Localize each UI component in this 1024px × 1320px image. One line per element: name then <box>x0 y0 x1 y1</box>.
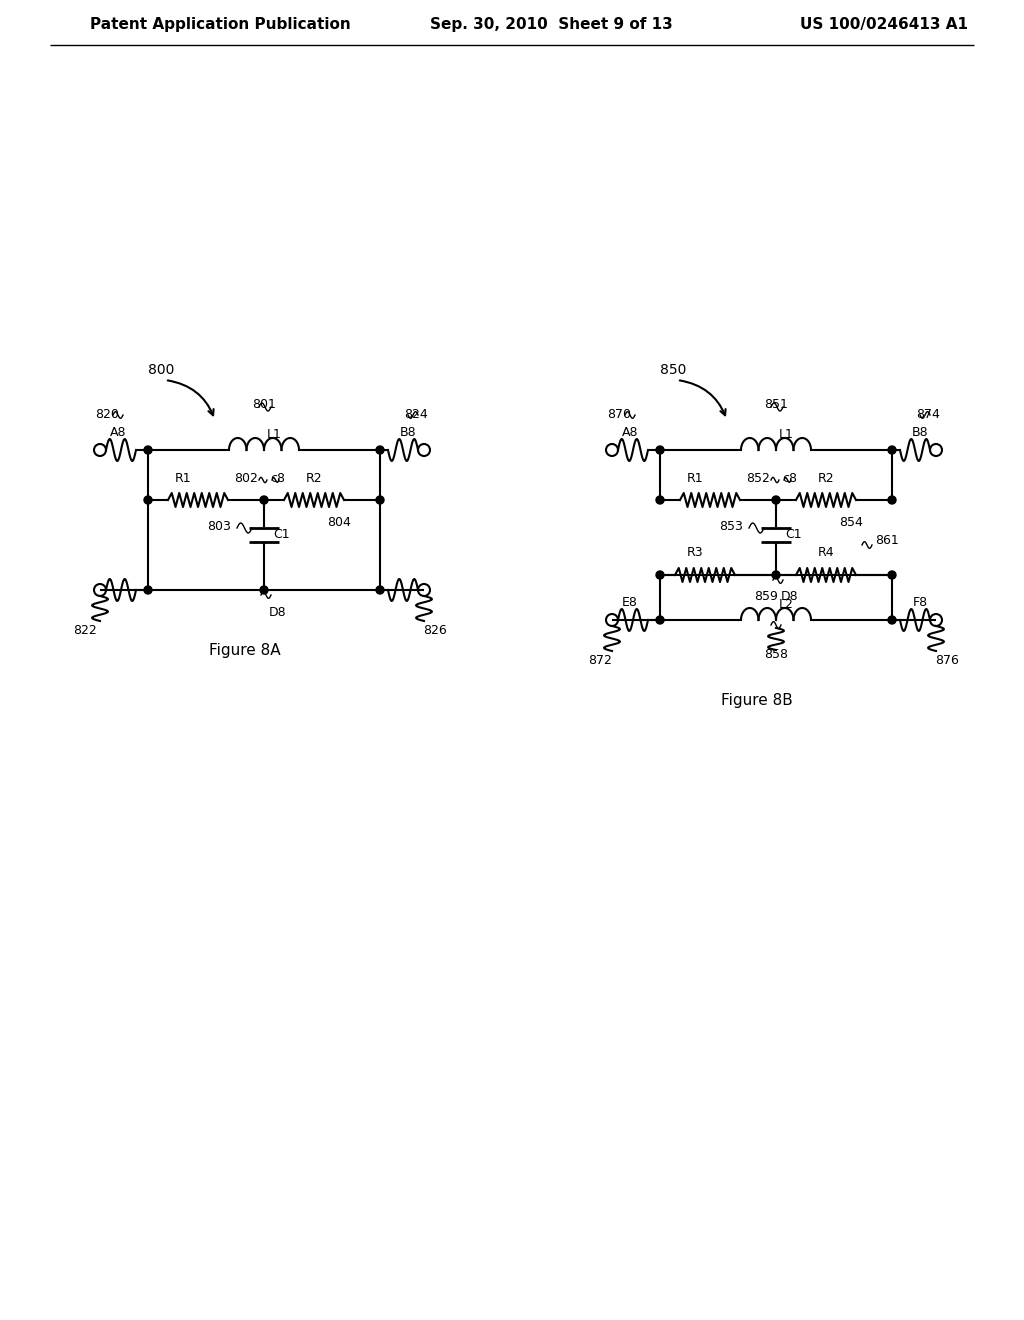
Text: US 100/0246413 A1: US 100/0246413 A1 <box>800 17 968 33</box>
Text: 874: 874 <box>916 408 940 421</box>
Text: L1: L1 <box>778 428 794 441</box>
Text: 854: 854 <box>839 516 863 528</box>
Text: E8: E8 <box>622 595 638 609</box>
Text: 861: 861 <box>876 533 899 546</box>
Text: 852: 852 <box>746 471 770 484</box>
Circle shape <box>656 616 664 624</box>
Circle shape <box>888 446 896 454</box>
Circle shape <box>260 496 268 504</box>
Text: 824: 824 <box>404 408 428 421</box>
Text: Sep. 30, 2010  Sheet 9 of 13: Sep. 30, 2010 Sheet 9 of 13 <box>430 17 673 33</box>
Text: 822: 822 <box>73 623 97 636</box>
Text: 858: 858 <box>764 648 788 661</box>
Text: 851: 851 <box>764 399 787 412</box>
Circle shape <box>888 496 896 504</box>
Text: 859: 859 <box>754 590 778 603</box>
Text: 850: 850 <box>660 363 686 378</box>
Text: R2: R2 <box>818 471 835 484</box>
Text: 876: 876 <box>935 653 958 667</box>
Text: D8: D8 <box>781 590 799 603</box>
Circle shape <box>656 496 664 504</box>
Text: Figure 8B: Figure 8B <box>721 693 793 708</box>
Circle shape <box>888 616 896 624</box>
Circle shape <box>888 572 896 579</box>
Text: F8: F8 <box>912 595 928 609</box>
Text: 803: 803 <box>207 520 231 533</box>
Text: R2: R2 <box>306 471 323 484</box>
Text: 872: 872 <box>588 653 612 667</box>
Text: C1: C1 <box>273 528 291 541</box>
Text: R1: R1 <box>687 471 703 484</box>
Text: c8: c8 <box>782 471 798 484</box>
Circle shape <box>144 446 152 454</box>
Text: 801: 801 <box>252 399 275 412</box>
Text: 870: 870 <box>607 408 631 421</box>
Text: 820: 820 <box>95 408 119 421</box>
Circle shape <box>144 496 152 504</box>
Circle shape <box>144 586 152 594</box>
Text: Patent Application Publication: Patent Application Publication <box>90 17 351 33</box>
Text: 804: 804 <box>327 516 351 528</box>
Circle shape <box>376 496 384 504</box>
Text: A8: A8 <box>622 425 638 438</box>
Circle shape <box>656 572 664 579</box>
Text: 853: 853 <box>719 520 743 533</box>
Text: Figure 8A: Figure 8A <box>209 643 281 657</box>
Text: B8: B8 <box>911 425 929 438</box>
Text: C1: C1 <box>785 528 803 541</box>
Text: R3: R3 <box>687 546 703 560</box>
Text: D8: D8 <box>269 606 287 619</box>
Circle shape <box>260 586 268 594</box>
Text: c8: c8 <box>270 471 286 484</box>
Text: B8: B8 <box>399 425 417 438</box>
Text: 800: 800 <box>148 363 174 378</box>
Text: R1: R1 <box>175 471 191 484</box>
Circle shape <box>376 586 384 594</box>
Text: 802: 802 <box>234 471 258 484</box>
Text: L1: L1 <box>266 428 282 441</box>
Text: L2: L2 <box>778 598 794 610</box>
Circle shape <box>772 496 780 504</box>
Text: A8: A8 <box>110 425 126 438</box>
Text: 826: 826 <box>423 623 446 636</box>
Circle shape <box>772 572 780 579</box>
Circle shape <box>376 446 384 454</box>
Text: R4: R4 <box>818 546 835 560</box>
Circle shape <box>656 446 664 454</box>
